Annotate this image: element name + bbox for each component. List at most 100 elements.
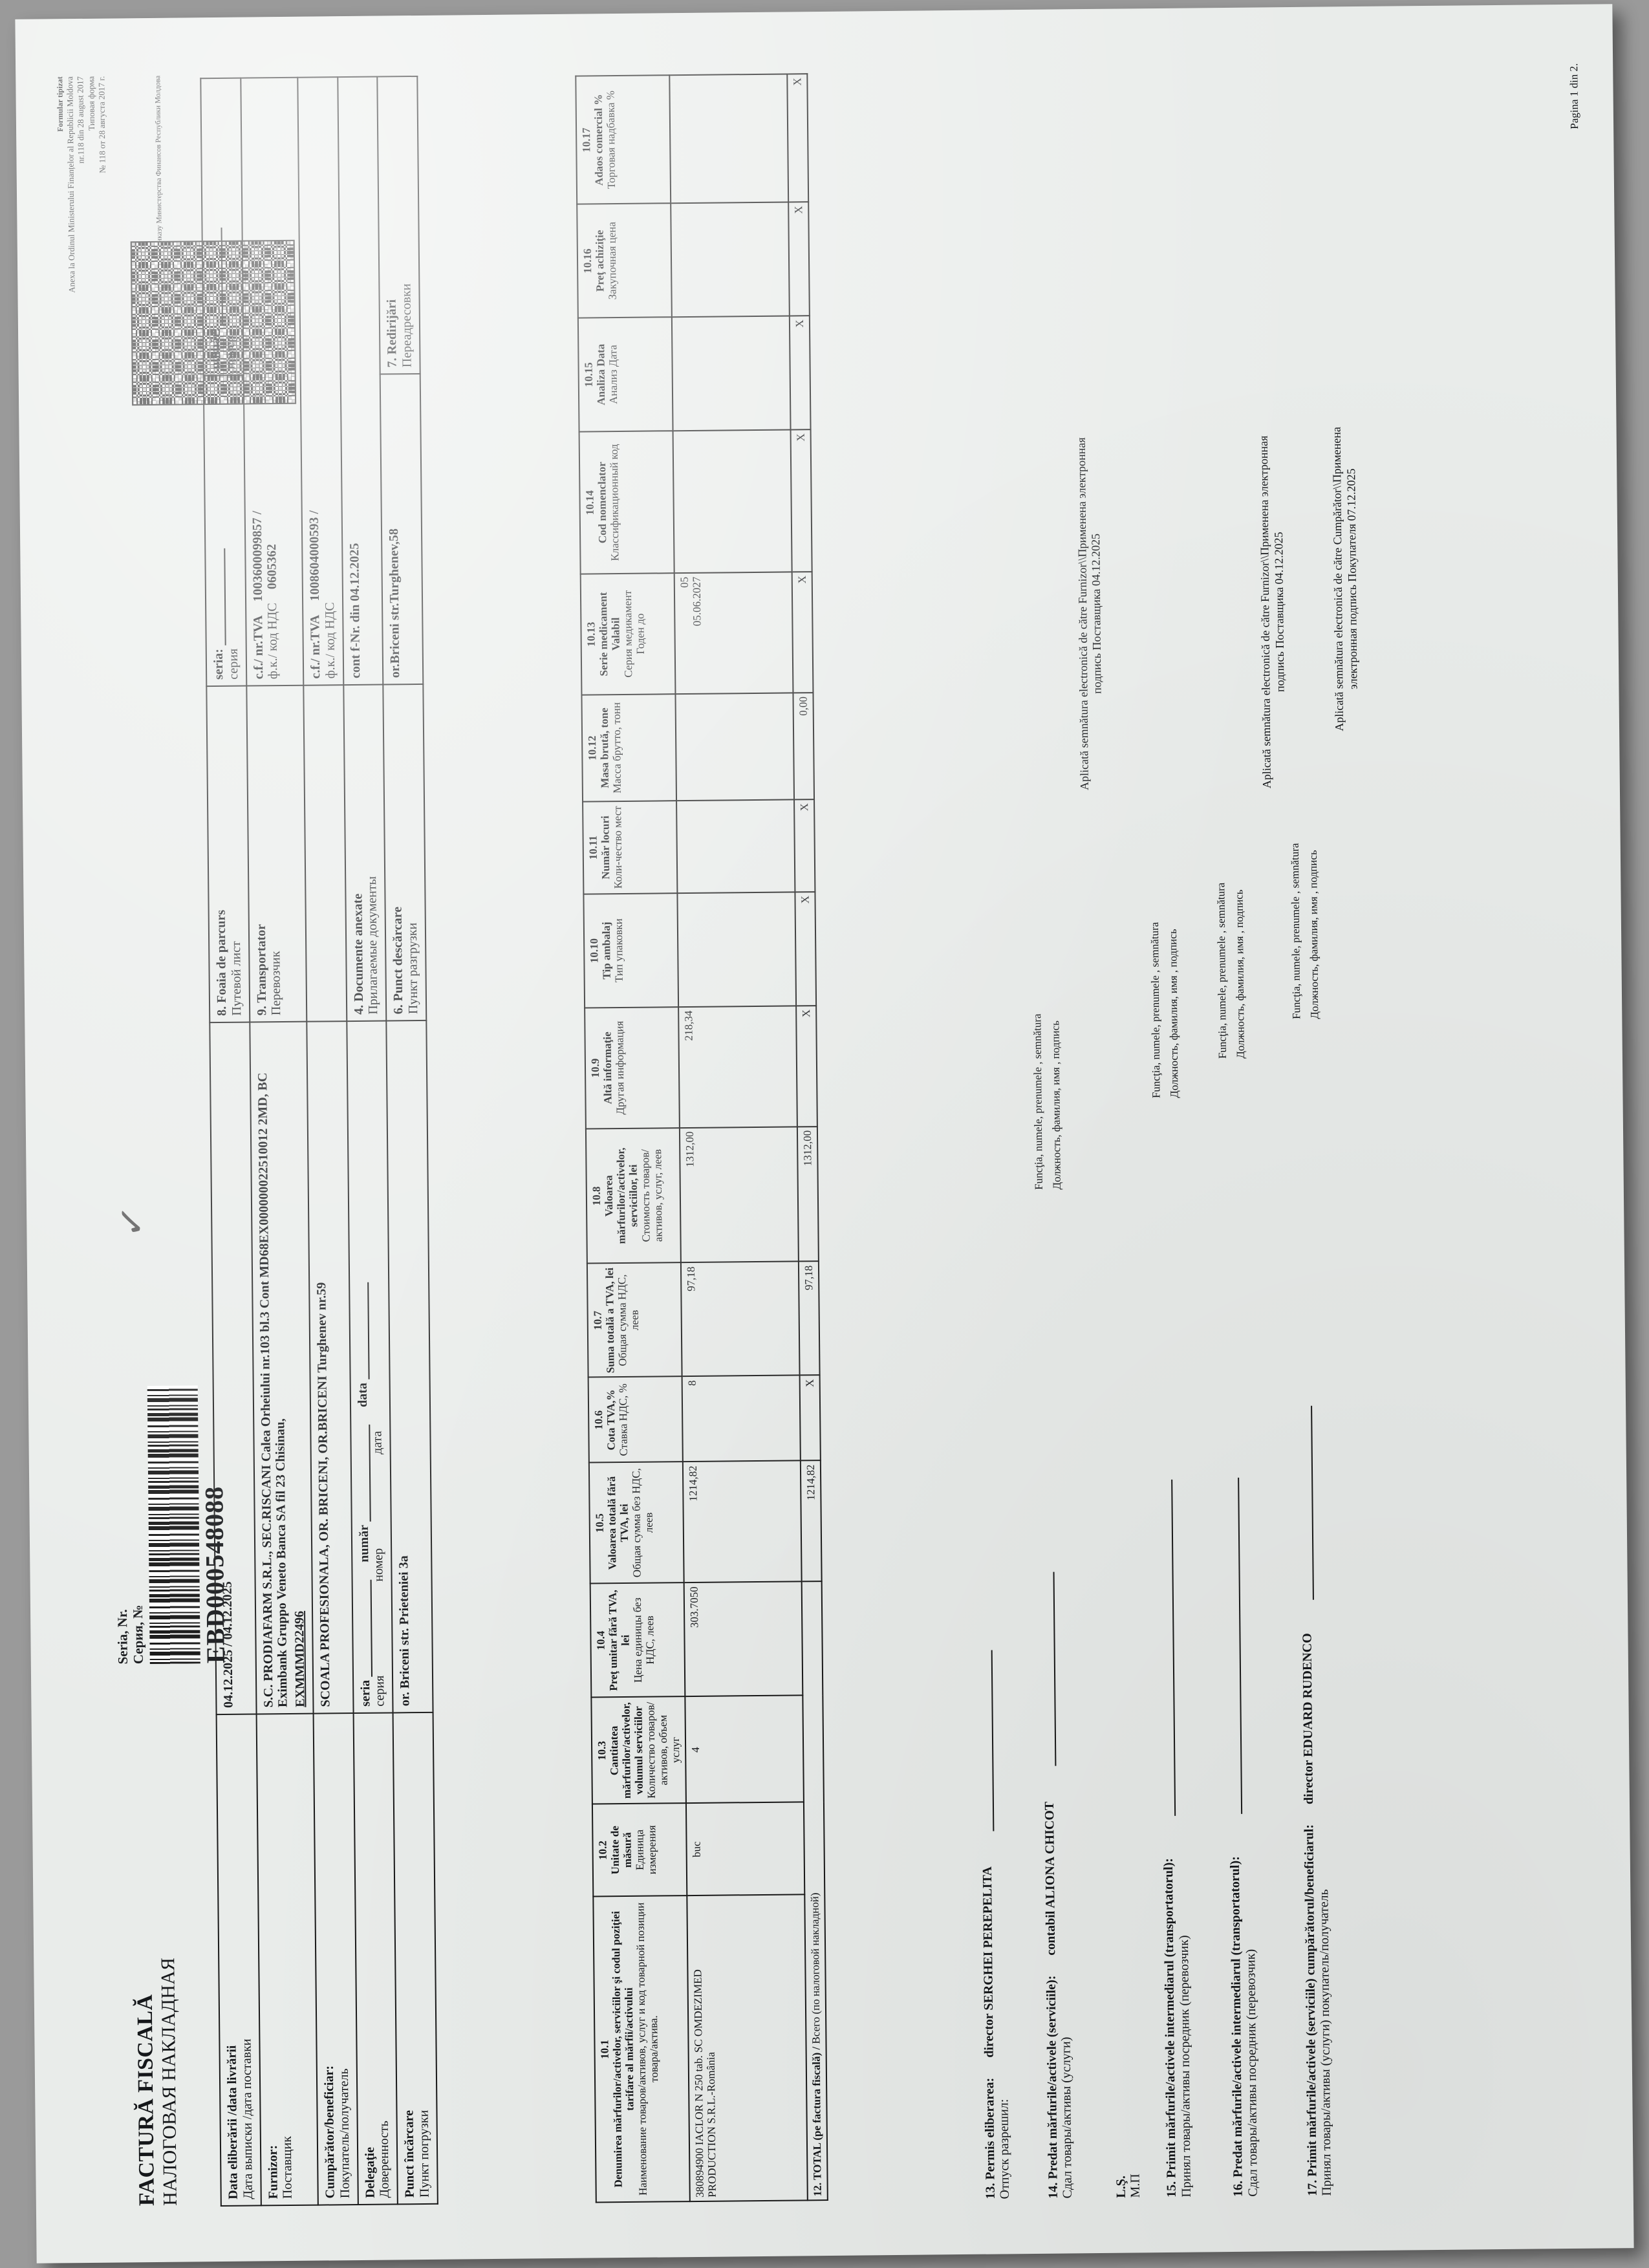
- goods-cell-14: [673, 429, 792, 574]
- ls-row: L.Ş. М.П: [1094, 70, 1143, 2198]
- cell-delegatie-fields: seria număr data серия номер дата: [346, 1021, 393, 1714]
- cf-tva-label-ro: c.f./ nr.TVA: [250, 615, 266, 680]
- delegatie-data-label-ro: data: [355, 1383, 370, 1408]
- total-cell-9: X: [796, 1005, 818, 1127]
- cf-tva-label-ru-2: ф.к./ код НДС: [322, 602, 338, 679]
- primit-intermediar-label-ro: 15. Primit mărfurile/activele intermedia…: [1161, 1857, 1180, 2198]
- primit-cumparator-caption-ru: Должность, фамилия, имя , подпись: [1306, 850, 1321, 1019]
- cell-punct-incarcare-value: or. Briceni str. Prieteniei 3a: [386, 1020, 433, 1713]
- foaia-seria-label-ru: серия: [226, 648, 241, 680]
- goods-table: 10.1 Denumirea mărfurilor/activelor, serv…: [575, 73, 828, 2203]
- goods-col-header-10-13: 10.13 Serie medicament Valabil Серия медик…: [580, 573, 676, 695]
- cell-delegatul: 4. Documente anexate Прилагаемые докумен…: [343, 684, 387, 1022]
- delegatie-numar-label-ro: număr: [356, 1524, 371, 1562]
- cell-cumparator-label: Cumpărător/beneficiar: Покупатель/получа…: [313, 1713, 358, 2205]
- total-cell-6: X: [799, 1375, 821, 1461]
- predat-intermediar-caption-ru: Должность, фамилия, имя , подпись: [1233, 889, 1247, 1059]
- foaia-seria-label-ro: seria:: [211, 649, 226, 680]
- predat-intermediar-row: 16. Predat mărfurile/activele intermedia…: [1211, 69, 1286, 2198]
- goods-cell-5: 1214,82: [683, 1460, 802, 1583]
- cell-transportator: 9. Transportator Перевозчик: [246, 685, 307, 1022]
- cf-furnizor-code: 1003600099857 /: [250, 510, 265, 602]
- cell-foaia-seria: seria: серия: [203, 375, 246, 687]
- delegatie-seria-input[interactable]: [357, 1579, 373, 1677]
- barcode-1d: [147, 1385, 200, 1665]
- predat-intermediar-label-ro: 16. Predat mărfurile/activele intermedia…: [1227, 1856, 1245, 2198]
- cell-foaia-parcurs: 8. Foaia de parcurs Путевой лист: [206, 686, 250, 1023]
- cell-date-label: Data eliberării /data livrării Дата выпи…: [216, 1714, 261, 2207]
- predat-marfurile-row: 14. Predat mărfurile/activele (serviciil…: [1026, 71, 1104, 2199]
- delegatie-data-input[interactable]: [354, 1282, 370, 1380]
- official-form-legal-block: Formular tipizat Anexa la Ordinul Minist…: [55, 76, 110, 439]
- cf-tva-label-ro-2: c.f./ nr.TVA: [308, 614, 323, 679]
- goods-col-header-10-7: 10.7 Suma totală a TVA, lei Общая сумма НД…: [587, 1262, 682, 1377]
- cell-redirijari-label: 7. Redirijări Переадресовки: [377, 76, 420, 374]
- foaia-numar-input[interactable]: [208, 227, 223, 325]
- goods-cell-3: 4: [685, 1695, 804, 1804]
- total-cell-11: X: [794, 799, 815, 892]
- predat-intermediar-caption-ro: Funcţia, numele, prenumele , semnătura: [1214, 882, 1229, 1059]
- cell-cf-cumparator: c.f./ nr.TVA 1008604000593 / ф.к./ код Н…: [297, 77, 343, 686]
- predat-marfurile-signature-line[interactable]: [1040, 1571, 1057, 1766]
- signature-section: 13. Permis eliberarea: director SERGHEI …: [963, 69, 1359, 2199]
- goods-col-header-10-12: 10.12 Masa brută, tone Масса брутто, тонн: [581, 693, 677, 802]
- cf-cumparator-code: 1008604000593 /: [307, 510, 323, 601]
- cell-furnizor-value: S.C. PRODIAFARM S.R.L., SEC.RISCANI Cale…: [249, 1021, 314, 1714]
- goods-cell-8: 1312,00: [680, 1126, 799, 1263]
- goods-cell-16: [671, 202, 790, 318]
- cell-documente-anexate-value: cont f-Nr. din 04.12.2025: [337, 76, 383, 686]
- total-cell-10: X: [795, 891, 817, 1006]
- goods-col-header-10-1: 10.1 Denumirea mărfurilor/activelor, serv…: [593, 1895, 691, 2203]
- primit-intermediar-row: 15. Primit mărfurile/activele intermedia…: [1145, 70, 1194, 2198]
- foaia-parcurs-label-ru: Путевой лист: [228, 941, 244, 1016]
- delegatie-data-label-ru: дата: [370, 1431, 385, 1454]
- goods-cell-11: [676, 799, 795, 893]
- furnizor-name-address: S.C. PRODIAFARM S.R.L., SEC.RISCANI Cale…: [255, 1072, 290, 1708]
- goods-cell-2: buc: [686, 1802, 805, 1896]
- document-title-block: FACTURĂ FISCALĂ НАЛОГОВАЯ НАКЛАДНАЯ: [131, 1714, 182, 2207]
- goods-cell-17: [669, 74, 789, 204]
- goods-col-header-10-5: 10.5 Valoarea totală fără TVA, lei Общая с…: [588, 1462, 684, 1584]
- goods-cell-12: [675, 693, 795, 801]
- goods-cell-6: 8: [682, 1375, 801, 1462]
- permis-eliberarea-signature-line[interactable]: [978, 1650, 995, 1831]
- delegatie-seria-label-ru: серия: [372, 1675, 387, 1707]
- predat-marfurile-label-ro: 14. Predat mărfurile/activele (serviciil…: [1044, 1975, 1061, 2199]
- primit-intermediar-caption-ro: Funcţia, numele, prenumele , semnătura: [1148, 922, 1163, 1099]
- delegatie-numar-input[interactable]: [356, 1424, 372, 1522]
- total-cell-14: X: [790, 429, 812, 572]
- primit-cumparator-signature-line[interactable]: [1298, 1406, 1315, 1601]
- ls-label-ru: М.П: [1128, 2174, 1143, 2198]
- scanned-invoice-sheet: Formular tipizat Anexa la Ordinul Minist…: [15, 4, 1634, 2263]
- goods-col-header-10-14: 10.14 Cod nomenclator Классификационный ко…: [579, 431, 674, 574]
- goods-cell-4: 303.7050: [684, 1581, 803, 1697]
- foaia-numar-label-ru: номер: [222, 335, 238, 369]
- handwritten-check-mark: ✓: [109, 1203, 155, 1240]
- delegatie-seria-label-ro: seria: [358, 1679, 373, 1707]
- goods-col-header-10-2: 10.2 Unitate de măsură Единица измерения: [592, 1803, 687, 1897]
- delegatul-label-ru: Прилагаемые документы: [365, 876, 381, 1015]
- total-cell-7: 97,18: [799, 1261, 820, 1376]
- total-cell-13: X: [792, 572, 814, 693]
- goods-col-header-10-15: 10.15 Analiza Data Анализ Дата: [577, 317, 673, 432]
- permis-eliberarea-row: 13. Permis eliberarea: director SERGHEI …: [963, 71, 1012, 2199]
- predat-function-caption-ru: Должность, фамилия, имя , подпись: [1049, 1021, 1063, 1190]
- invoice-document: Formular tipizat Anexa la Ordinul Minist…: [38, 34, 1611, 2234]
- predat-marfurile-value: contabil ALIONA CHICOT: [1042, 1801, 1058, 1956]
- cf-tva-label-ru: ф.к./ код НДС: [265, 603, 281, 680]
- cf-furnizor-tva: 0605362: [264, 544, 280, 590]
- goods-cell-15: [672, 316, 791, 431]
- primit-cumparator-value: director EDUARD RUDENCO: [1300, 1633, 1316, 1805]
- cell-date-value: 04.12.2025 / 04.12.2025: [210, 1022, 257, 1715]
- ls-label-ro: L.Ş.: [1114, 2176, 1128, 2198]
- total-cell-15: X: [790, 316, 811, 430]
- primit-intermediar-caption-ru: Должность, фамилия, имя , подпись: [1167, 929, 1181, 1098]
- permis-eliberarea-label-ro: 13. Permis eliberarea:: [982, 2077, 998, 2199]
- primit-cumparator-row: 17. Primit mărfurile/activele (serviciil…: [1285, 69, 1359, 2196]
- goods-cell-1: 380894900 IACLOR N 250 tab. SC OMDEZIMED…: [687, 1894, 808, 2202]
- foaia-seria-input[interactable]: [211, 548, 226, 646]
- total-cell-12: 0,00: [793, 692, 815, 800]
- cell-foaia-numar: număr: номер: [200, 78, 244, 376]
- goods-col-header-10-4: 10.4 Preţ unitar fără TVA, lei Цена единиц…: [590, 1582, 685, 1698]
